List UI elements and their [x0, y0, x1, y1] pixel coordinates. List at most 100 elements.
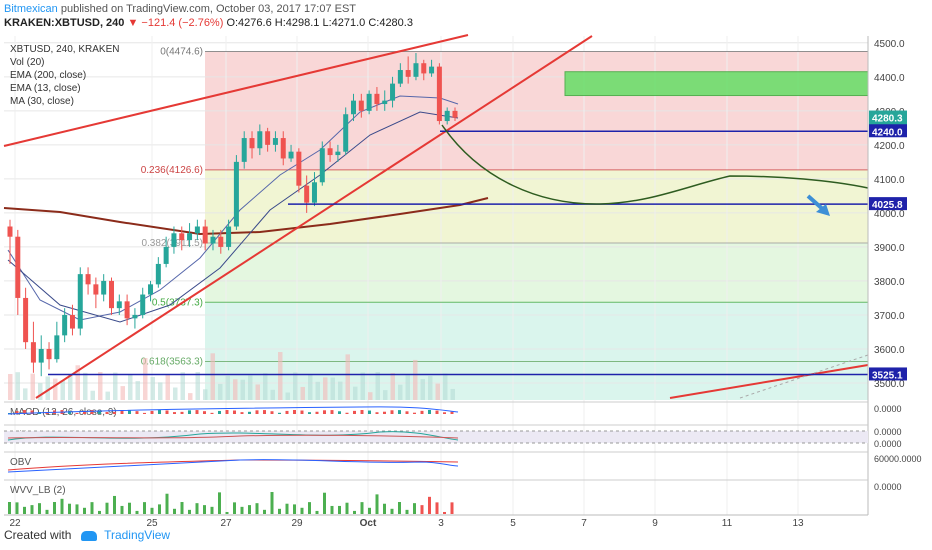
candle-body[interactable]	[140, 294, 146, 315]
candle-body[interactable]	[280, 138, 286, 159]
macd-bar	[263, 410, 266, 414]
candle-body[interactable]	[69, 314, 75, 329]
legend-item[interactable]: Vol (20)	[10, 57, 44, 68]
time-tick-label: 22	[9, 518, 21, 529]
candle-body[interactable]	[257, 131, 263, 149]
pane-tick-label: 60000.0000	[874, 454, 922, 464]
macd-bar	[405, 411, 409, 414]
candle-body[interactable]	[374, 93, 380, 105]
candle-body[interactable]	[288, 151, 294, 159]
candle-body[interactable]	[311, 182, 317, 203]
macd-bar	[368, 410, 371, 414]
macd-bar	[180, 411, 184, 414]
candle-body[interactable]	[296, 151, 302, 186]
legend-item[interactable]: MA (30, close)	[10, 96, 74, 107]
candle-body[interactable]	[327, 148, 333, 156]
wvv-bar	[435, 502, 439, 514]
indicator-label-wvv[interactable]: WVV_LB (2)	[10, 485, 66, 496]
candle-body[interactable]	[351, 100, 357, 115]
volume-bar	[428, 376, 433, 400]
pane-tick-label: 0.0000	[874, 439, 902, 449]
macd-bar	[278, 412, 281, 414]
candle-body[interactable]	[429, 66, 435, 74]
candle-body[interactable]	[319, 148, 325, 183]
candle-body[interactable]	[343, 114, 349, 152]
candle-body[interactable]	[171, 233, 177, 247]
macd-bar	[413, 412, 416, 414]
candle-body[interactable]	[382, 100, 388, 105]
volume-bar	[270, 389, 275, 400]
macd-bar	[158, 410, 161, 414]
candle-body[interactable]	[93, 284, 99, 295]
macd-bar	[338, 411, 341, 414]
candle-body[interactable]	[249, 138, 255, 149]
candle-body[interactable]	[210, 236, 216, 244]
candle-body[interactable]	[358, 100, 364, 111]
candle-body[interactable]	[436, 66, 442, 122]
legend-item[interactable]: XBTUSD, 240, KRAKEN	[10, 44, 119, 55]
candle-body[interactable]	[226, 226, 232, 247]
author-link[interactable]: Bitmexican	[4, 3, 58, 15]
symbol-name: KRAKEN:XBTUSD, 240	[4, 17, 125, 29]
candle-body[interactable]	[85, 274, 91, 285]
candle-body[interactable]	[194, 226, 200, 234]
volume-bar	[330, 377, 335, 400]
candle-body[interactable]	[46, 348, 52, 360]
candle-body[interactable]	[366, 93, 372, 111]
candle-body[interactable]	[62, 314, 68, 336]
candle-body[interactable]	[116, 301, 122, 309]
macd-bar	[398, 410, 401, 414]
candle-body[interactable]	[132, 314, 138, 319]
tradingview-link[interactable]: TradingView	[104, 528, 171, 542]
candle-body[interactable]	[7, 226, 13, 237]
candle-body[interactable]	[233, 161, 239, 227]
volume-bar	[105, 391, 110, 400]
candle-body[interactable]	[452, 110, 458, 118]
wvv-bar	[173, 508, 176, 514]
candle-body[interactable]	[413, 63, 419, 77]
wvv-bar	[53, 502, 56, 514]
macd-bar	[435, 410, 439, 414]
candle-body[interactable]	[265, 131, 271, 145]
candle-body[interactable]	[241, 138, 247, 162]
candle-body[interactable]	[38, 348, 44, 363]
wvv-bar	[383, 503, 386, 514]
legend-item[interactable]: EMA (13, close)	[10, 83, 81, 94]
candle-body[interactable]	[54, 335, 60, 360]
candle-body[interactable]	[108, 280, 114, 309]
candle-body[interactable]	[15, 236, 21, 298]
candle-body[interactable]	[148, 284, 154, 295]
candle-body[interactable]	[30, 342, 36, 363]
price-tick-label: 3600.0	[874, 345, 905, 356]
candle-body[interactable]	[390, 83, 396, 101]
indicator-label-obv[interactable]: OBV	[10, 457, 31, 468]
candle-body[interactable]	[155, 263, 161, 285]
candle-body[interactable]	[335, 151, 341, 156]
candle-body[interactable]	[444, 110, 450, 122]
volume-bar	[90, 390, 95, 400]
candle-body[interactable]	[187, 233, 193, 241]
candle-body[interactable]	[163, 246, 169, 264]
candle-body[interactable]	[179, 233, 185, 241]
volume-bar	[435, 383, 440, 400]
candle-body[interactable]	[405, 70, 411, 77]
candle-body[interactable]	[77, 274, 83, 329]
legend-item[interactable]: EMA (200, close)	[10, 70, 86, 81]
volume-bar	[8, 374, 13, 400]
candle-body[interactable]	[421, 63, 427, 74]
candle-body[interactable]	[202, 226, 208, 244]
volume-bar	[240, 379, 245, 400]
ohlc-values: O:4276.6 H:4298.1 L:4271.0 C:4280.3	[226, 17, 413, 29]
candle-body[interactable]	[304, 185, 310, 203]
candle-body[interactable]	[218, 236, 224, 247]
candle-body[interactable]	[397, 70, 403, 84]
volume-bar	[180, 372, 185, 400]
candle-body[interactable]	[124, 301, 130, 319]
price-tick-label: 3500.0	[874, 379, 905, 390]
candle-body[interactable]	[272, 138, 278, 145]
candle-body[interactable]	[101, 280, 107, 295]
volume-bar	[60, 380, 65, 400]
candle-body[interactable]	[23, 297, 29, 343]
fib-label: 0.618(3563.3)	[141, 356, 203, 367]
